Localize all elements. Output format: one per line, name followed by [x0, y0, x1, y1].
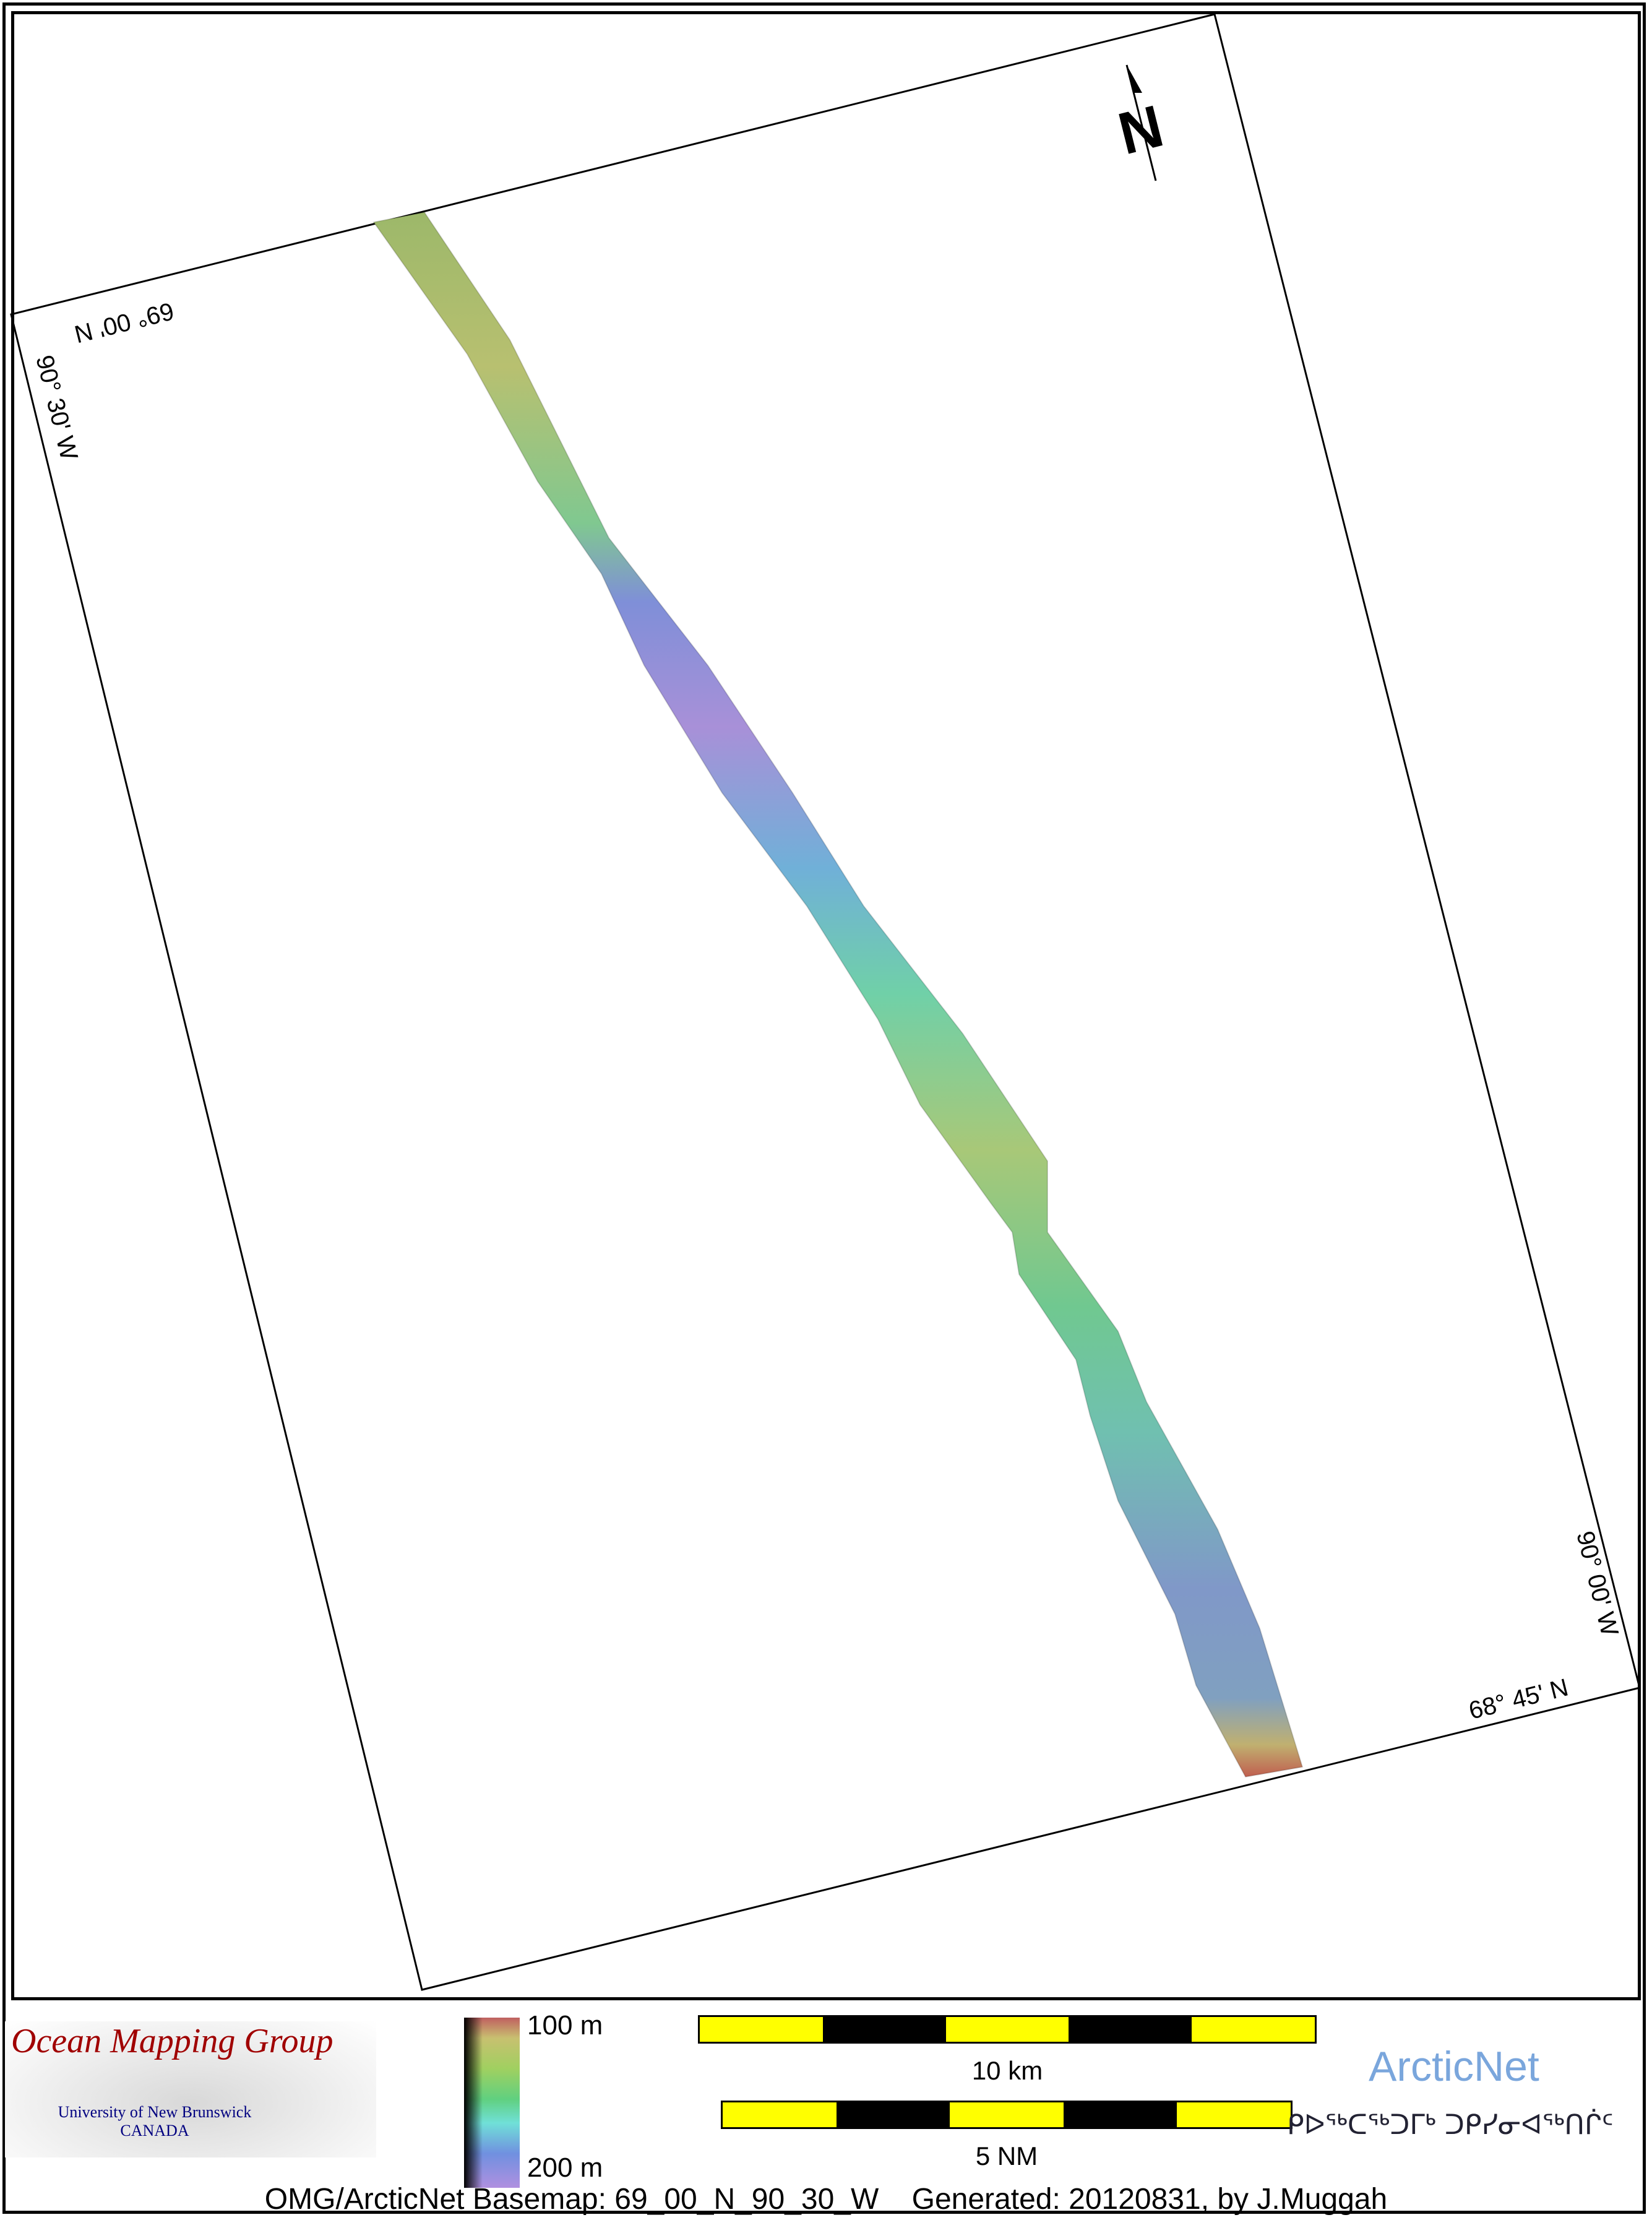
map-caption: OMG/ArcticNet Basemap: 69_00_N_90_30_W G… — [264, 2183, 1388, 2216]
omg-logo-title: Ocean Mapping Group — [11, 2022, 333, 2060]
depth-min-label: 100 m — [527, 2010, 603, 2041]
scale-nm-label: 5 NM — [975, 2141, 1038, 2170]
lat-label-top: 69° 00' N — [72, 297, 177, 348]
omg-logo-subtitle: University of New Brunswick CANADA — [37, 2103, 272, 2140]
legend-panel: Ocean Mapping Group University of New Br… — [0, 2004, 1652, 2220]
omg-university: University of New Brunswick — [58, 2103, 252, 2121]
bathymetry-swath — [372, 211, 1304, 1778]
north-arrow-label: N — [1112, 93, 1169, 168]
depth-colorbar-shade — [464, 2018, 483, 2188]
scale-bar-nm — [721, 2101, 1293, 2129]
map-frame — [11, 11, 1641, 2000]
scale-km-label: 10 km — [971, 2056, 1043, 2085]
map-sheet-boundary — [10, 13, 1641, 1991]
map-canvas: N 69° 00' N 90° 30' W 90° 00' W 68° 45' … — [10, 13, 1641, 1991]
arcticnet-inuktitut: ᑭᐅᖅᑕᖅᑐᒥᒃ ᑐᑭᓯᓂᐊᖅᑎᒌᑦ — [1287, 2109, 1614, 2141]
arcticnet-logo: ArcticNet — [1369, 2043, 1539, 2090]
lon-label-left: 90° 30' W — [30, 353, 83, 463]
scale-bar-km — [698, 2015, 1317, 2044]
lon-label-right: 90° 00' W — [1571, 1529, 1624, 1639]
omg-logo — [5, 2021, 376, 2157]
omg-country: CANADA — [120, 2122, 189, 2140]
depth-max-label: 200 m — [527, 2153, 603, 2183]
north-arrow-icon: N — [1112, 64, 1169, 181]
